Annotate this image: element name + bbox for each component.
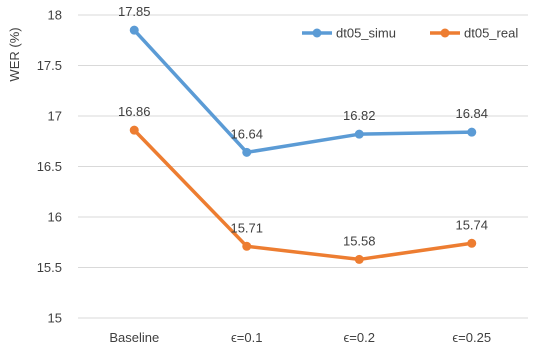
x-tick-label: Baseline [109, 330, 159, 345]
data-labels: 17.85 16.64 16.82 16.84 16.86 15.71 15.58 15.74 [118, 4, 488, 248]
series-line-dt05_simu [132, 28, 472, 155]
y-tick-label: 17.5 [37, 58, 62, 73]
data-label: 15.74 [455, 217, 488, 232]
data-label: 16.64 [230, 126, 263, 141]
y-tick-label: 16 [48, 210, 62, 225]
data-point [354, 254, 364, 264]
data-point [129, 25, 139, 35]
x-tick-label: ϵ=0.25 [452, 330, 491, 345]
legend: dt05_simu dt05_real [302, 26, 518, 41]
data-label: 16.86 [118, 104, 151, 119]
legend-swatch-marker [312, 28, 322, 38]
gridlines [78, 14, 528, 319]
data-label: 17.85 [118, 4, 151, 19]
data-label: 16.84 [455, 106, 488, 121]
x-tick-label: ϵ=0.2 [344, 330, 375, 345]
y-axis-ticks: 15 15.5 16 16.5 17 17.5 18 [37, 8, 62, 326]
series-group [129, 25, 477, 264]
x-axis-ticks: Baseline ϵ=0.1 ϵ=0.2 ϵ=0.25 [109, 330, 491, 345]
legend-label: dt05_real [464, 26, 518, 41]
data-point [242, 241, 252, 251]
series-line-dt05_real [132, 128, 472, 262]
y-tick-label: 18 [48, 8, 62, 23]
data-point [467, 238, 477, 248]
y-tick-label: 15 [48, 311, 62, 326]
data-label: 16.82 [343, 108, 376, 123]
y-tick-label: 17 [48, 109, 62, 124]
data-point [467, 127, 477, 137]
data-point [354, 129, 364, 139]
legend-label: dt05_simu [336, 26, 396, 41]
data-point [129, 125, 139, 135]
data-label: 15.58 [343, 233, 376, 248]
y-tick-label: 16.5 [37, 159, 62, 174]
legend-swatch-marker [440, 28, 450, 38]
data-point [242, 147, 252, 157]
y-tick-label: 15.5 [37, 260, 62, 275]
data-label: 15.71 [230, 220, 263, 235]
y-axis-label: WER (%) [7, 27, 22, 81]
x-tick-label: ϵ=0.1 [231, 330, 262, 345]
